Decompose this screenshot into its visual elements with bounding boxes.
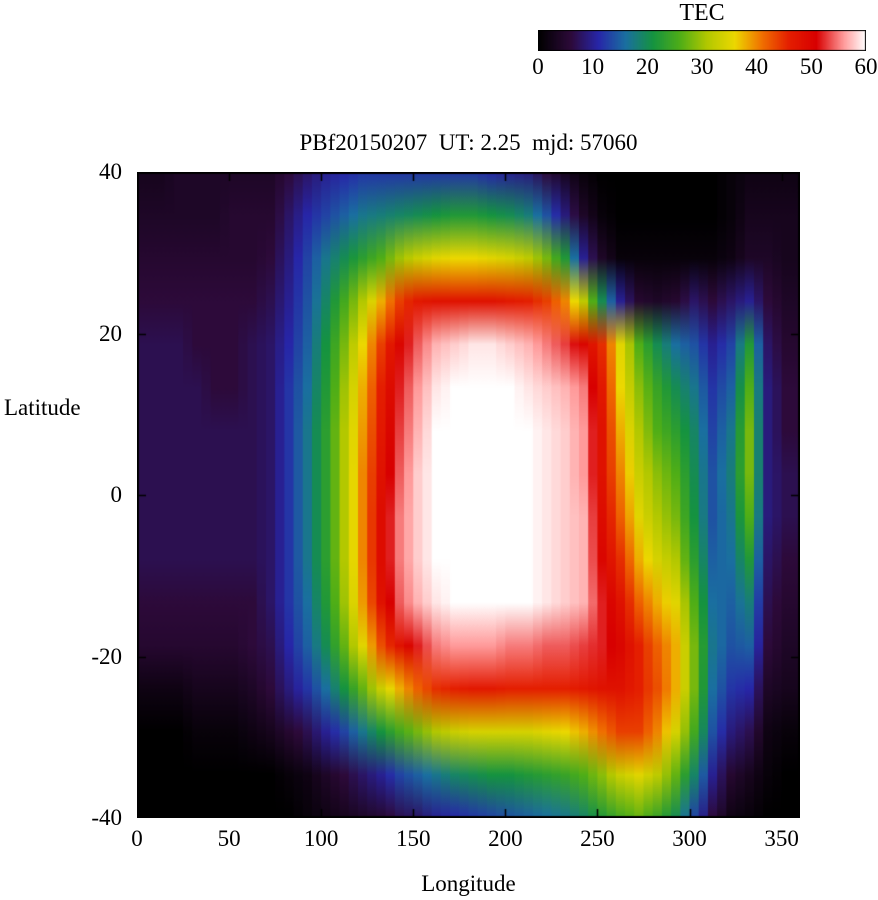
y-tick-label: 20 xyxy=(99,320,122,346)
y-tick-label: 40 xyxy=(99,159,122,184)
x-tick-label: 50 xyxy=(217,826,241,851)
colorbar-tick-label: 40 xyxy=(745,54,769,79)
y-tick-label: -20 xyxy=(91,643,122,669)
colorbar-tick-label: 60 xyxy=(854,54,878,79)
x-axis-label: Longitude xyxy=(421,871,516,896)
x-tick-label: 300 xyxy=(672,826,707,851)
y-axis-tick-labels: 40 20 0 -20 -40 xyxy=(0,159,123,830)
colorbar-tick-label: 30 xyxy=(690,54,714,79)
colorbar-tick-label: 0 xyxy=(532,54,544,79)
x-tick-label: 150 xyxy=(396,826,431,851)
x-axis-tick-labels: 0 50 100 150 200 250 300 350 xyxy=(131,826,800,856)
colorbar-tick-label: 10 xyxy=(581,54,605,79)
y-tick-label: 0 xyxy=(110,482,123,507)
colorbar-gradient xyxy=(538,30,866,51)
x-tick-label: 200 xyxy=(488,826,523,851)
x-tick-label: 250 xyxy=(580,826,615,851)
colorbar-tick-label: 50 xyxy=(799,54,823,79)
x-tick-label: 0 xyxy=(131,826,143,851)
plot-title: PBf20150207 UT: 2.25 mjd: 57060 xyxy=(299,130,638,155)
heatmap-canvas xyxy=(137,172,800,818)
y-axis-label: Latitude xyxy=(4,395,81,420)
x-tick-label: 350 xyxy=(764,826,799,851)
colorbar-title: TEC xyxy=(679,0,725,26)
colorbar-tick-labels: 0 10 20 30 40 50 60 xyxy=(532,54,877,82)
x-tick-label: 100 xyxy=(303,826,339,851)
colorbar-tick-label: 20 xyxy=(635,54,659,79)
y-tick-label: -40 xyxy=(91,805,122,830)
